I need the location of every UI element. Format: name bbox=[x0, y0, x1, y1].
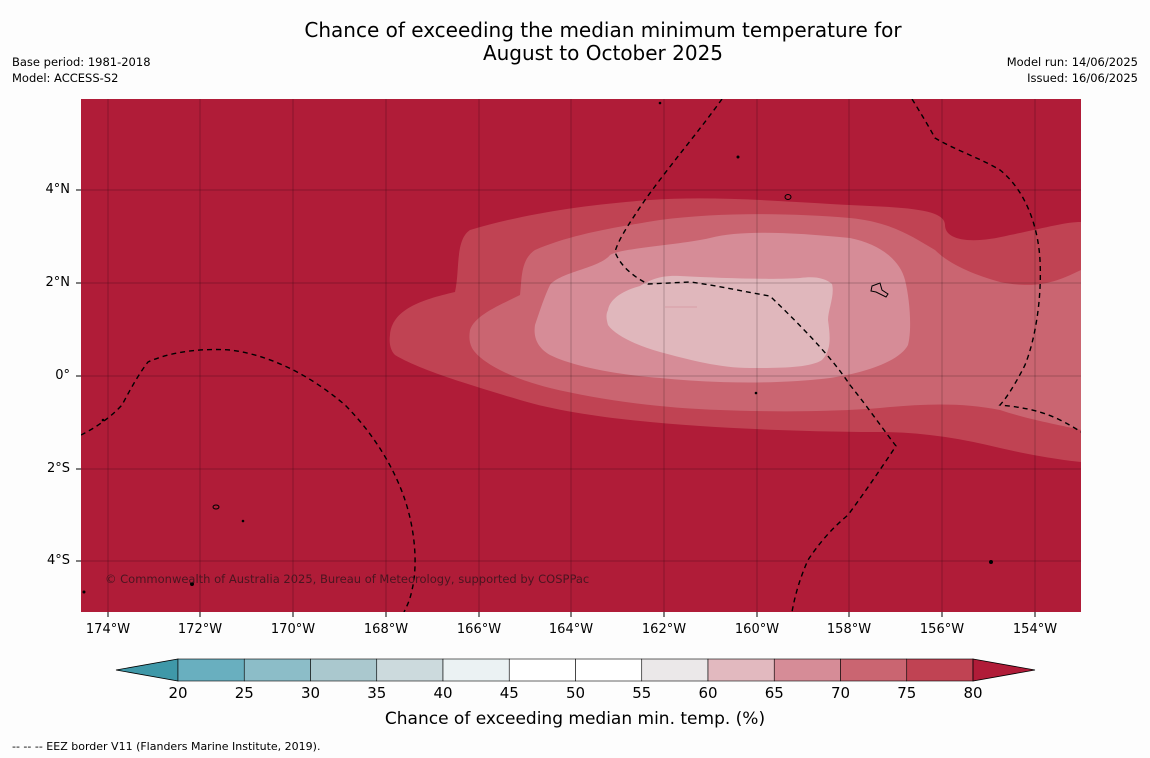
lon-label-166w: 166°W bbox=[456, 622, 502, 637]
colorbar-tick-label: 55 bbox=[632, 684, 652, 702]
colorbar-segment bbox=[773, 658, 841, 682]
colorbar-segment bbox=[243, 658, 311, 682]
colorbar-tick-label: 75 bbox=[897, 684, 917, 702]
colorbar-tick-label: 80 bbox=[963, 684, 983, 702]
lat-label-2n: 2°N bbox=[45, 275, 71, 290]
eez-borders bbox=[81, 99, 1081, 612]
colorbar-segment bbox=[641, 658, 709, 682]
colorbar-tick-label: 40 bbox=[433, 684, 453, 702]
model-run: Model run: 14/06/2025 bbox=[1006, 55, 1138, 69]
lon-label-168w: 168°W bbox=[363, 622, 409, 637]
lon-label-170w: 170°W bbox=[270, 622, 316, 637]
lat-label-4s: 4°S bbox=[46, 553, 70, 568]
band-60 bbox=[606, 275, 833, 368]
colorbar-tick-label: 50 bbox=[565, 684, 586, 702]
colorbar-segment bbox=[575, 658, 643, 682]
lat-label-2s: 2°S bbox=[46, 461, 70, 476]
colorbar-tick-label: 65 bbox=[764, 684, 784, 702]
colorbar-segment bbox=[177, 658, 245, 682]
colorbar-tick-label: 70 bbox=[830, 684, 851, 702]
copyright-notice: © Commonwealth of Australia 2025, Bureau… bbox=[105, 572, 590, 586]
colorbar-extend-high bbox=[972, 658, 1036, 682]
lat-label-4n: 4°N bbox=[45, 182, 71, 197]
lon-label-154w: 154°W bbox=[1012, 622, 1058, 637]
eez-footnote: -- -- -- EEZ border V11 (Flanders Marine… bbox=[12, 740, 321, 753]
map-title: Chance of exceeding the median minimum t… bbox=[0, 19, 1150, 65]
lon-label-162w: 162°W bbox=[641, 622, 687, 637]
lon-label-156w: 156°W bbox=[919, 622, 965, 637]
colorbar-segment bbox=[906, 658, 974, 682]
meta-right: Model run: 14/06/2025 Issued: 16/06/2025 bbox=[1007, 55, 1138, 86]
colorbar-extend-low bbox=[115, 658, 179, 682]
colorbar-tick-label: 20 bbox=[168, 684, 188, 702]
model-name: Model: ACCESS-S2 bbox=[12, 70, 119, 85]
base-period: Base period: 1981-2018 bbox=[12, 55, 151, 69]
colorbar-segment bbox=[310, 658, 378, 682]
colorbar-label: Chance of exceeding median min. temp. (%… bbox=[384, 709, 766, 729]
axis-ticks bbox=[76, 189, 1036, 617]
lon-label-164w: 164°W bbox=[548, 622, 594, 637]
colorbar-segment bbox=[707, 658, 775, 682]
lon-label-172w: 172°W bbox=[177, 622, 223, 637]
islands bbox=[82, 101, 993, 594]
title-line-1: Chance of exceeding the median minimum t… bbox=[304, 18, 902, 42]
colorbar bbox=[115, 658, 1036, 682]
lon-label-174w: 174°W bbox=[85, 622, 131, 637]
colorbar-tick-label: 45 bbox=[499, 684, 519, 702]
graticule bbox=[81, 99, 1081, 612]
title-line-2: August to October 2025 bbox=[482, 41, 724, 65]
colorbar-segment bbox=[840, 658, 908, 682]
lat-label-0: 0° bbox=[55, 368, 70, 383]
issued-date: Issued: 16/06/2025 bbox=[1027, 70, 1138, 85]
colorbar-segment bbox=[376, 658, 444, 682]
lon-label-158w: 158°W bbox=[826, 622, 872, 637]
colorbar-tick-label: 35 bbox=[367, 684, 387, 702]
colorbar-tick-label: 25 bbox=[234, 684, 254, 702]
forecast-map bbox=[81, 99, 1081, 612]
colorbar-segment bbox=[508, 658, 576, 682]
meta-left: Base period: 1981-2018 Model: ACCESS-S2 bbox=[12, 55, 151, 86]
colorbar-segment bbox=[442, 658, 510, 682]
colorbar-tick-label: 60 bbox=[698, 684, 718, 702]
lon-label-160w: 160°W bbox=[734, 622, 780, 637]
colorbar-tick-label: 30 bbox=[300, 684, 321, 702]
